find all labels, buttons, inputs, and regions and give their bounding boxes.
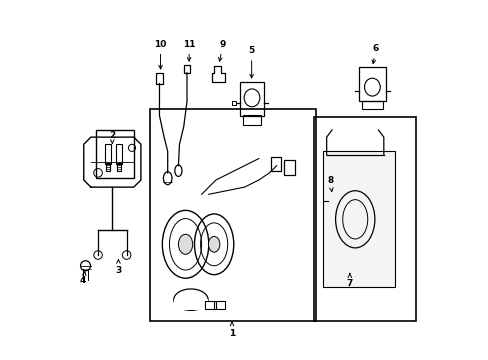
Bar bbox=[214, 301, 224, 309]
Text: 7: 7 bbox=[346, 274, 352, 288]
Bar bbox=[231, 101, 236, 105]
Bar bbox=[313, 117, 415, 321]
Text: 4: 4 bbox=[80, 271, 86, 285]
Bar bbox=[149, 109, 315, 321]
Text: 6: 6 bbox=[371, 44, 378, 64]
Bar bbox=[243, 114, 260, 125]
Ellipse shape bbox=[178, 234, 192, 254]
Text: 2: 2 bbox=[109, 131, 115, 143]
Bar bbox=[156, 73, 163, 84]
Bar bbox=[323, 152, 394, 287]
Bar bbox=[325, 210, 339, 217]
Bar bbox=[361, 101, 382, 109]
Bar bbox=[283, 159, 294, 175]
Text: 8: 8 bbox=[326, 176, 333, 192]
Text: 3: 3 bbox=[115, 260, 122, 275]
Text: 9: 9 bbox=[218, 40, 226, 61]
Text: 11: 11 bbox=[183, 40, 195, 61]
Bar bbox=[205, 301, 216, 309]
Bar bbox=[174, 299, 207, 310]
Text: 5: 5 bbox=[248, 46, 254, 78]
Bar bbox=[240, 82, 264, 116]
Bar bbox=[183, 65, 190, 73]
Bar bbox=[117, 163, 121, 171]
Bar bbox=[116, 144, 122, 164]
Bar bbox=[105, 144, 111, 164]
Bar bbox=[106, 163, 110, 171]
Bar bbox=[271, 157, 281, 171]
Bar bbox=[358, 67, 385, 102]
Text: 10: 10 bbox=[154, 40, 166, 69]
Text: 1: 1 bbox=[228, 322, 235, 338]
Bar bbox=[96, 130, 134, 178]
Ellipse shape bbox=[208, 237, 220, 252]
